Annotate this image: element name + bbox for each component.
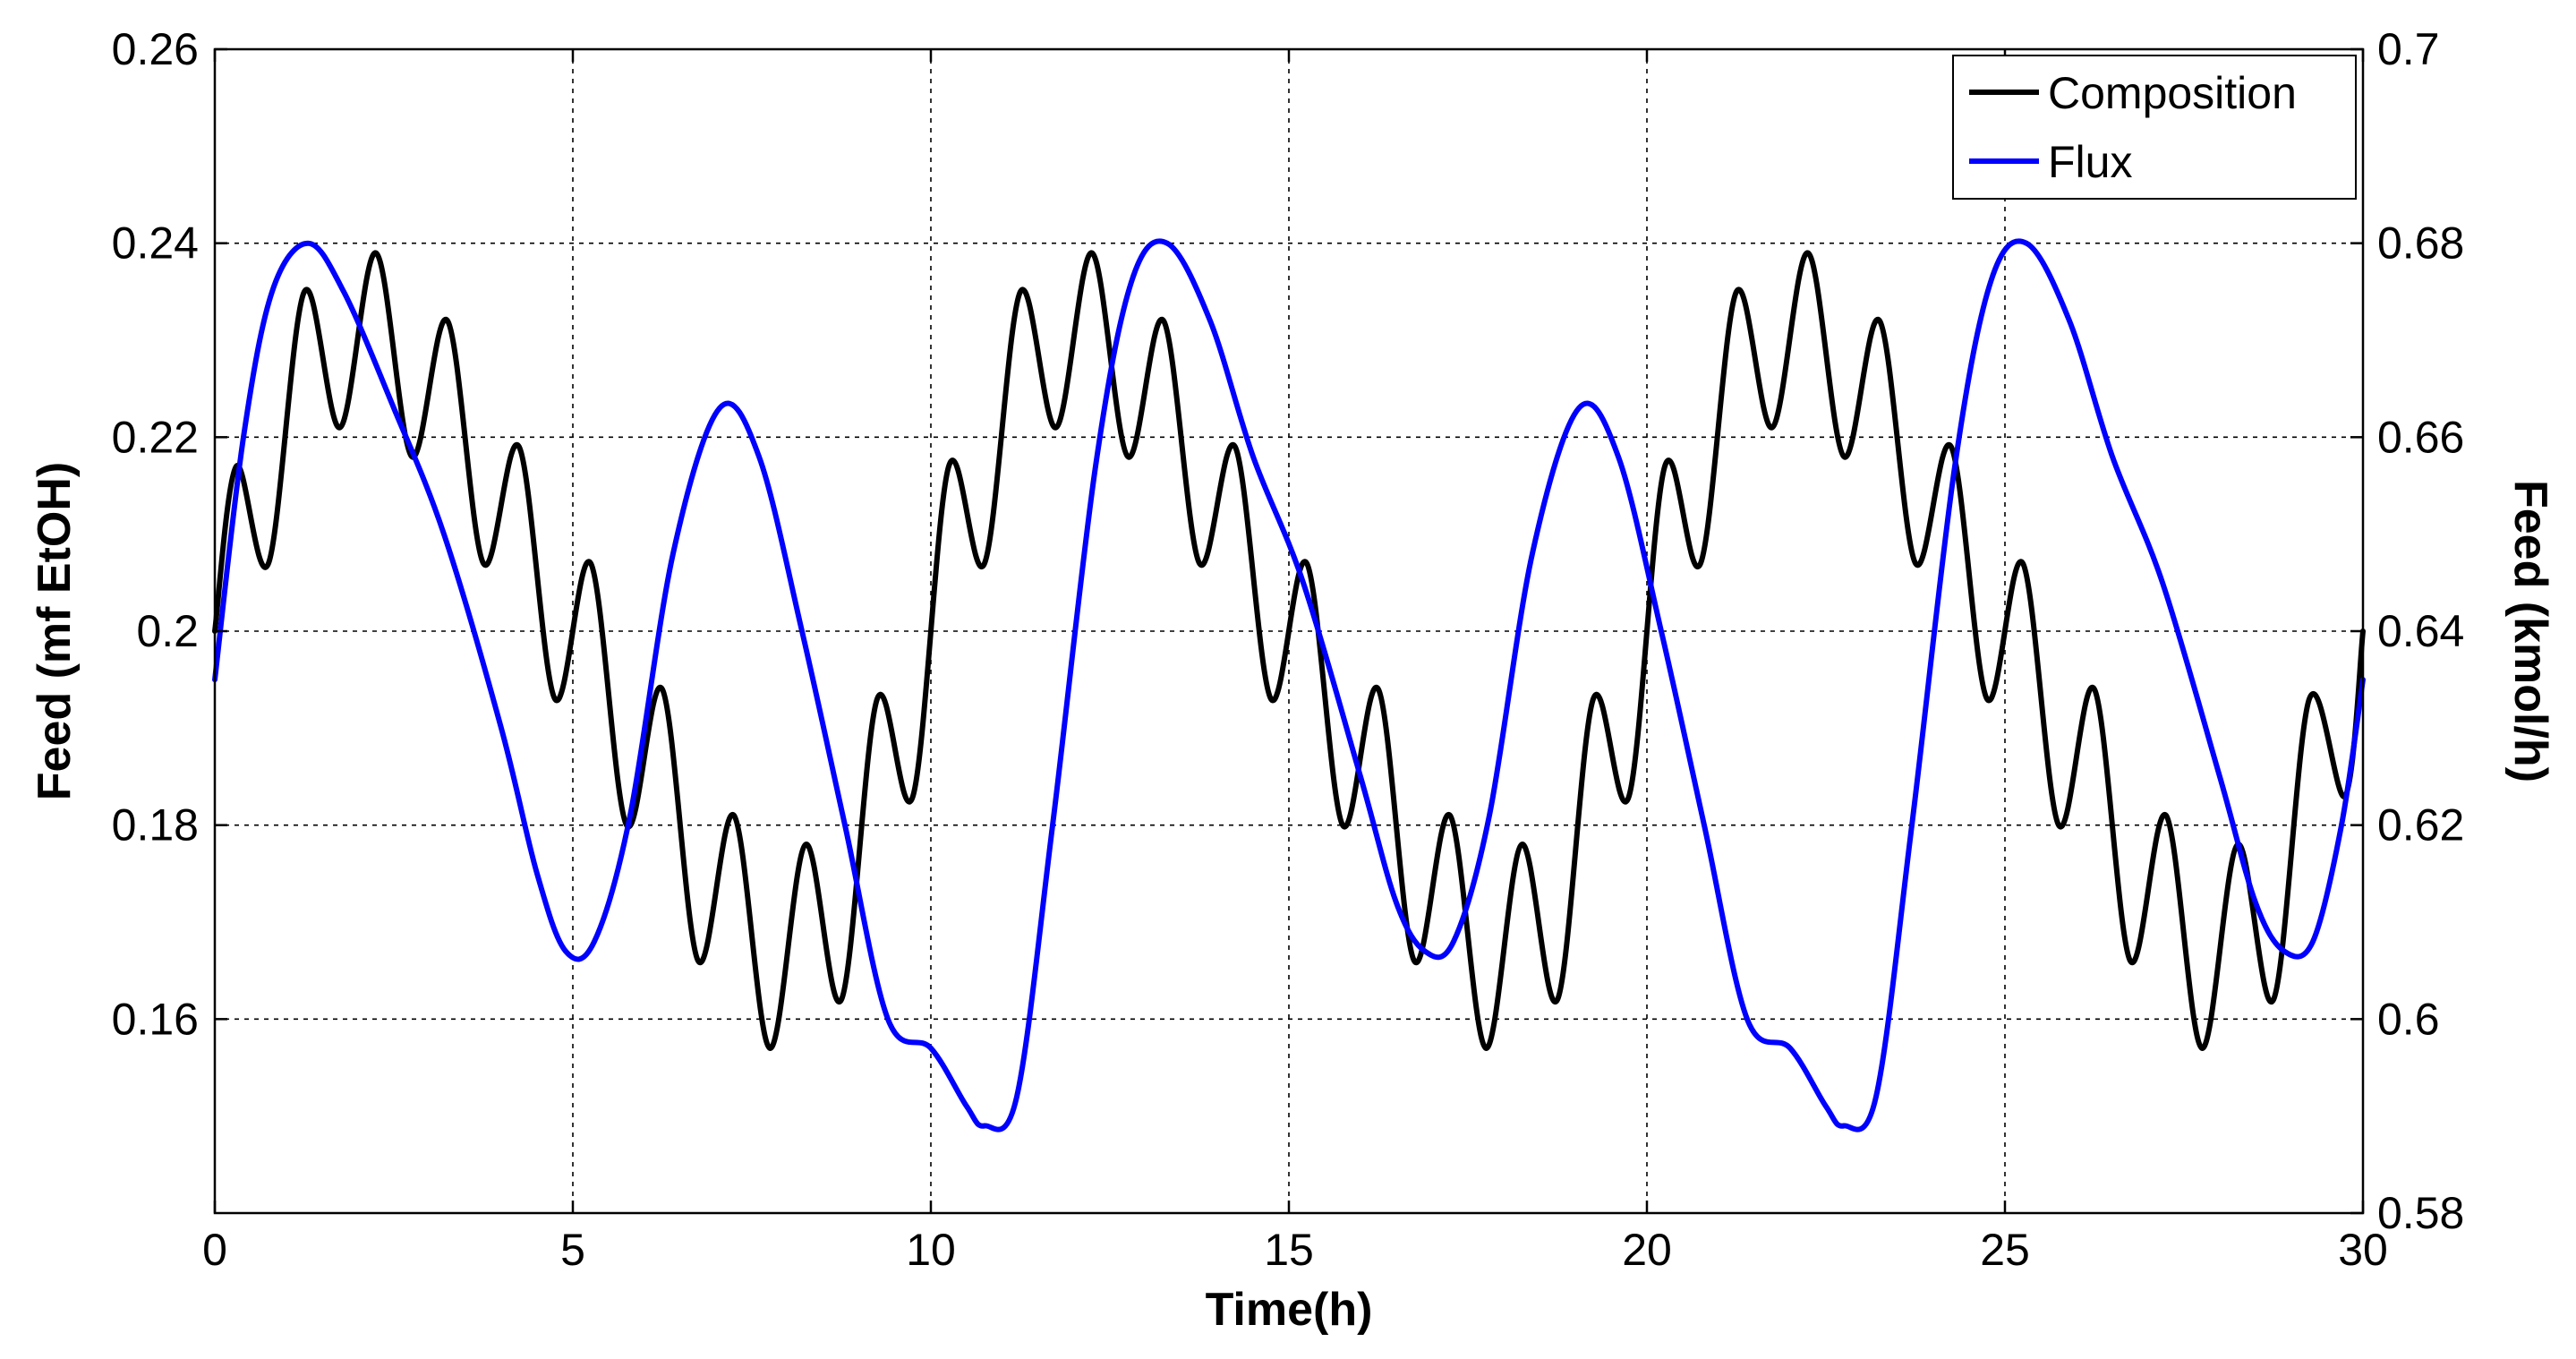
right-tick-label: 0.64: [2377, 606, 2464, 656]
right-tick-label: 0.62: [2377, 800, 2464, 850]
left-tick-label: 0.22: [112, 412, 199, 462]
right-tick-label: 0.6: [2377, 994, 2440, 1044]
series-line-flux: [212, 238, 2366, 1132]
x-tick-label: 10: [906, 1225, 956, 1275]
left-axis-label: Feed (mf EtOH): [29, 462, 81, 800]
x-tick-label: 25: [1980, 1225, 2030, 1275]
left-tick-label: 0.2: [136, 606, 199, 656]
left-tick-label: 0.24: [112, 218, 199, 269]
series-line-composition: [212, 250, 2366, 1051]
x-axis-label: Time(h): [1206, 1284, 1373, 1336]
legend-label-flux: Flux: [2048, 137, 2132, 187]
x-tick-label: 5: [560, 1225, 585, 1275]
x-tick-label: 0: [202, 1225, 227, 1275]
x-tick-label: 30: [2338, 1225, 2388, 1275]
legend-label-composition: Composition: [2048, 68, 2297, 118]
right-axis-label: Feed (kmol/h): [2504, 480, 2556, 782]
x-axis-ticks: 0 5 10 15 20 25 30: [202, 49, 2388, 1275]
right-axis-ticks: 0.58 0.6 0.62 0.64 0.66 0.68 0.7: [2350, 24, 2464, 1238]
right-tick-label: 0.66: [2377, 412, 2464, 462]
left-tick-label: 0.18: [112, 800, 199, 850]
legend: Composition Flux: [1952, 55, 2357, 200]
right-tick-label: 0.7: [2377, 24, 2440, 74]
left-tick-label: 0.26: [112, 24, 199, 74]
data-series: [212, 238, 2366, 1132]
right-tick-label: 0.68: [2377, 218, 2464, 269]
left-axis-ticks: 0.16 0.18 0.2 0.22 0.24 0.26: [112, 24, 227, 1044]
x-tick-label: 15: [1264, 1225, 1314, 1275]
left-tick-label: 0.16: [112, 994, 199, 1044]
legend-box: [1952, 55, 2357, 200]
x-tick-label: 20: [1622, 1225, 1672, 1275]
right-tick-label: 0.58: [2377, 1188, 2464, 1238]
